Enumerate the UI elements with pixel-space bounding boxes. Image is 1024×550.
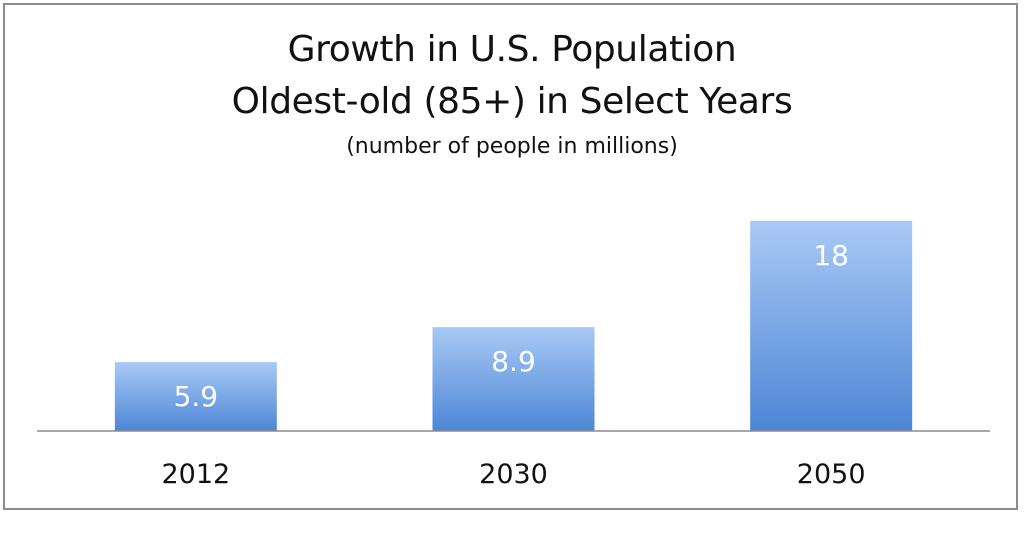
- x-tick-label-2012: 2012: [161, 459, 230, 490]
- bar-2030: [432, 327, 595, 431]
- chart-title-block: Growth in U.S. Population Oldest-old (85…: [0, 24, 1024, 164]
- chart-title-line-1: Growth in U.S. Population: [287, 29, 737, 70]
- data-label-2030: 8.9: [491, 345, 536, 378]
- x-tick-label-2050: 2050: [797, 459, 866, 490]
- bar-2012: [114, 362, 277, 431]
- data-label-2012: 5.9: [174, 380, 219, 413]
- x-tick-label-2030: 2030: [479, 459, 548, 490]
- bar-2050: [750, 220, 913, 431]
- data-label-2050: 18: [813, 239, 849, 272]
- chart-subtitle: (number of people in millions): [346, 134, 678, 159]
- chart-title-line-2: Oldest-old (85+) in Select Years: [231, 81, 793, 122]
